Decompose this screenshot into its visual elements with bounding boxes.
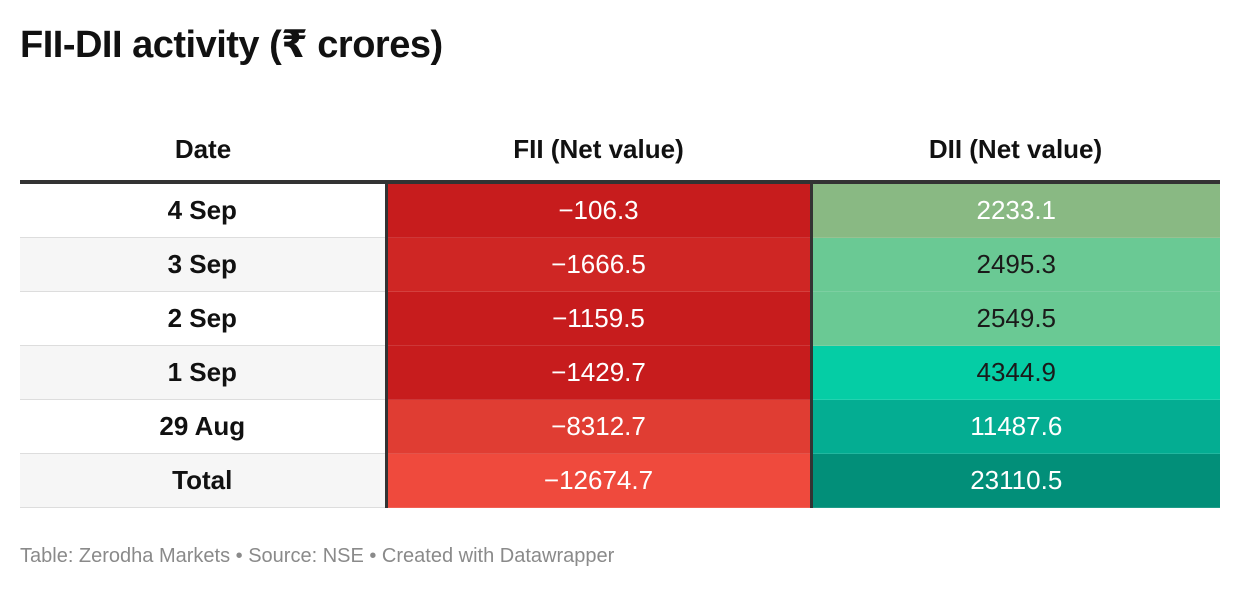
- cell-dii-value: 2233.1: [811, 182, 1220, 238]
- cell-dii-value: 2549.5: [811, 291, 1220, 346]
- cell-fii-value: −1159.5: [386, 291, 813, 346]
- cell-dii-value: 4344.9: [811, 345, 1220, 400]
- table-row: 29 Aug −8312.7 11487.6: [20, 399, 1220, 454]
- table-row: Total −12674.7 23110.5: [20, 453, 1220, 508]
- chart-title: FII-DII activity (₹ crores): [20, 24, 443, 66]
- cell-dii-value: 23110.5: [811, 453, 1220, 508]
- cell-date: 2 Sep: [20, 291, 388, 346]
- fii-dii-table: Date FII (Net value) DII (Net value) 4 S…: [20, 118, 1220, 508]
- cell-date: 3 Sep: [20, 237, 388, 292]
- table-row: 2 Sep −1159.5 2549.5: [20, 291, 1220, 346]
- source-note: Table: Zerodha Markets • Source: NSE • C…: [20, 545, 615, 567]
- header-row: Date FII (Net value) DII (Net value): [20, 118, 1220, 184]
- table-row: 1 Sep −1429.7 4344.9: [20, 345, 1220, 400]
- cell-fii-value: −12674.7: [386, 453, 813, 508]
- cell-date: 1 Sep: [20, 345, 388, 400]
- table-row: 4 Sep −106.3 2233.1: [20, 182, 1220, 238]
- table-row: 3 Sep −1666.5 2495.3: [20, 237, 1220, 292]
- column-header-dii[interactable]: DII (Net value): [811, 118, 1220, 184]
- cell-fii-value: −8312.7: [386, 399, 813, 454]
- cell-fii-value: −1666.5: [386, 237, 813, 292]
- cell-fii-value: −106.3: [386, 182, 813, 238]
- cell-dii-value: 2495.3: [811, 237, 1220, 292]
- column-header-fii[interactable]: FII (Net value): [386, 118, 811, 184]
- column-header-date[interactable]: Date: [20, 118, 386, 184]
- cell-date: 29 Aug: [20, 399, 388, 454]
- cell-date: Total: [20, 453, 388, 508]
- cell-date: 4 Sep: [20, 182, 388, 238]
- cell-fii-value: −1429.7: [386, 345, 813, 400]
- cell-dii-value: 11487.6: [811, 399, 1220, 454]
